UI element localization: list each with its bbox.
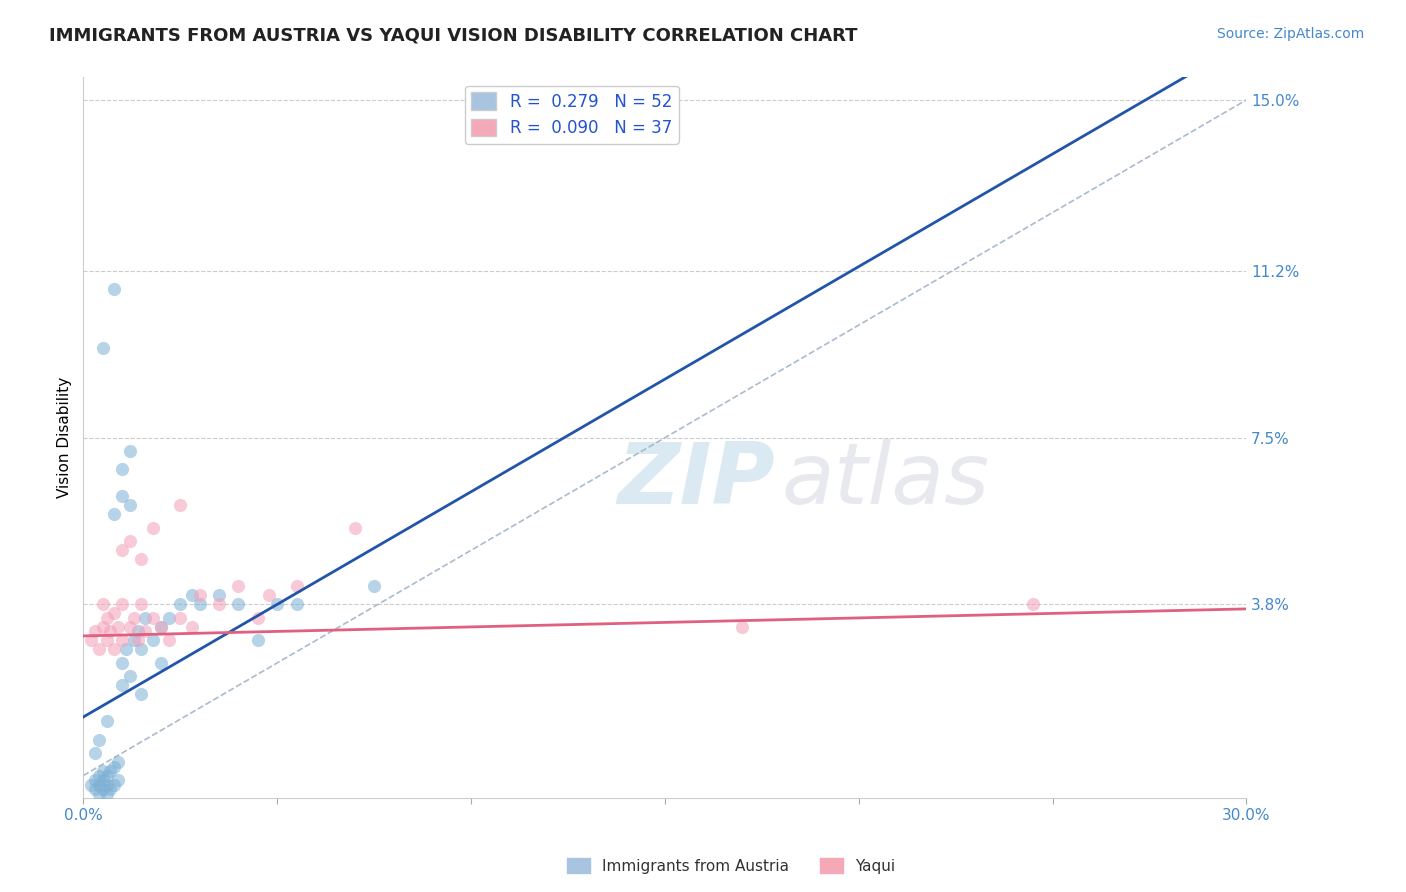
Point: [228, 598, 250, 612]
Point: [80, 778, 103, 792]
Point: [107, 620, 129, 634]
Point: [103, 508, 125, 522]
Point: [96, 714, 118, 729]
Point: [115, 642, 138, 657]
Point: [91, 620, 114, 634]
Y-axis label: Vision Disability: Vision Disability: [58, 377, 72, 499]
Point: [84, 772, 107, 787]
Point: [131, 642, 153, 657]
Point: [188, 588, 211, 602]
Point: [131, 688, 153, 702]
Point: [111, 489, 134, 503]
Point: [208, 598, 231, 612]
Point: [127, 633, 149, 648]
Point: [118, 498, 141, 512]
Point: [87, 732, 110, 747]
Point: [157, 633, 180, 648]
Point: [169, 611, 191, 625]
Point: [149, 620, 172, 634]
Point: [118, 534, 141, 549]
Point: [142, 521, 165, 535]
Point: [103, 607, 125, 621]
Point: [180, 620, 202, 634]
Point: [107, 755, 129, 769]
Point: [157, 611, 180, 625]
Point: [87, 768, 110, 782]
Point: [84, 624, 107, 639]
Point: [111, 678, 134, 692]
Text: atlas: atlas: [782, 440, 990, 523]
Point: [343, 521, 366, 535]
Point: [96, 633, 118, 648]
Point: [134, 611, 156, 625]
Point: [91, 782, 114, 797]
Point: [111, 543, 134, 558]
Point: [285, 579, 308, 593]
Point: [169, 498, 191, 512]
Point: [731, 620, 754, 634]
Point: [87, 778, 110, 792]
Point: [246, 611, 269, 625]
Point: [246, 633, 269, 648]
Point: [131, 598, 153, 612]
Point: [91, 772, 114, 787]
Point: [103, 759, 125, 773]
Point: [266, 598, 288, 612]
Legend: Immigrants from Austria, Yaqui: Immigrants from Austria, Yaqui: [561, 852, 901, 880]
Point: [131, 552, 153, 566]
Point: [103, 282, 125, 296]
Point: [285, 598, 308, 612]
Point: [118, 444, 141, 458]
Point: [103, 778, 125, 792]
Point: [84, 782, 107, 797]
Point: [84, 746, 107, 760]
Point: [103, 642, 125, 657]
Point: [91, 764, 114, 778]
Point: [142, 633, 165, 648]
Point: [118, 669, 141, 683]
Point: [208, 588, 231, 602]
Point: [111, 633, 134, 648]
Point: [91, 598, 114, 612]
Point: [111, 462, 134, 476]
Point: [363, 579, 385, 593]
Point: [100, 624, 122, 639]
Point: [259, 588, 281, 602]
Point: [111, 656, 134, 670]
Point: [91, 341, 114, 355]
Point: [188, 598, 211, 612]
Text: Source: ZipAtlas.com: Source: ZipAtlas.com: [1216, 27, 1364, 41]
Text: ZIP: ZIP: [617, 440, 775, 523]
Point: [80, 633, 103, 648]
Point: [96, 611, 118, 625]
Point: [96, 768, 118, 782]
Point: [134, 624, 156, 639]
Point: [87, 787, 110, 801]
Point: [118, 620, 141, 634]
Legend: R =  0.279   N = 52, R =  0.090   N = 37: R = 0.279 N = 52, R = 0.090 N = 37: [465, 86, 679, 144]
Point: [142, 611, 165, 625]
Point: [169, 598, 191, 612]
Point: [96, 778, 118, 792]
Point: [122, 611, 145, 625]
Point: [149, 656, 172, 670]
Point: [100, 782, 122, 797]
Point: [180, 588, 202, 602]
Point: [107, 772, 129, 787]
Point: [127, 624, 149, 639]
Point: [122, 633, 145, 648]
Point: [96, 787, 118, 801]
Point: [87, 642, 110, 657]
Point: [111, 598, 134, 612]
Point: [100, 764, 122, 778]
Point: [1022, 598, 1045, 612]
Point: [149, 620, 172, 634]
Point: [228, 579, 250, 593]
Text: IMMIGRANTS FROM AUSTRIA VS YAQUI VISION DISABILITY CORRELATION CHART: IMMIGRANTS FROM AUSTRIA VS YAQUI VISION …: [49, 27, 858, 45]
